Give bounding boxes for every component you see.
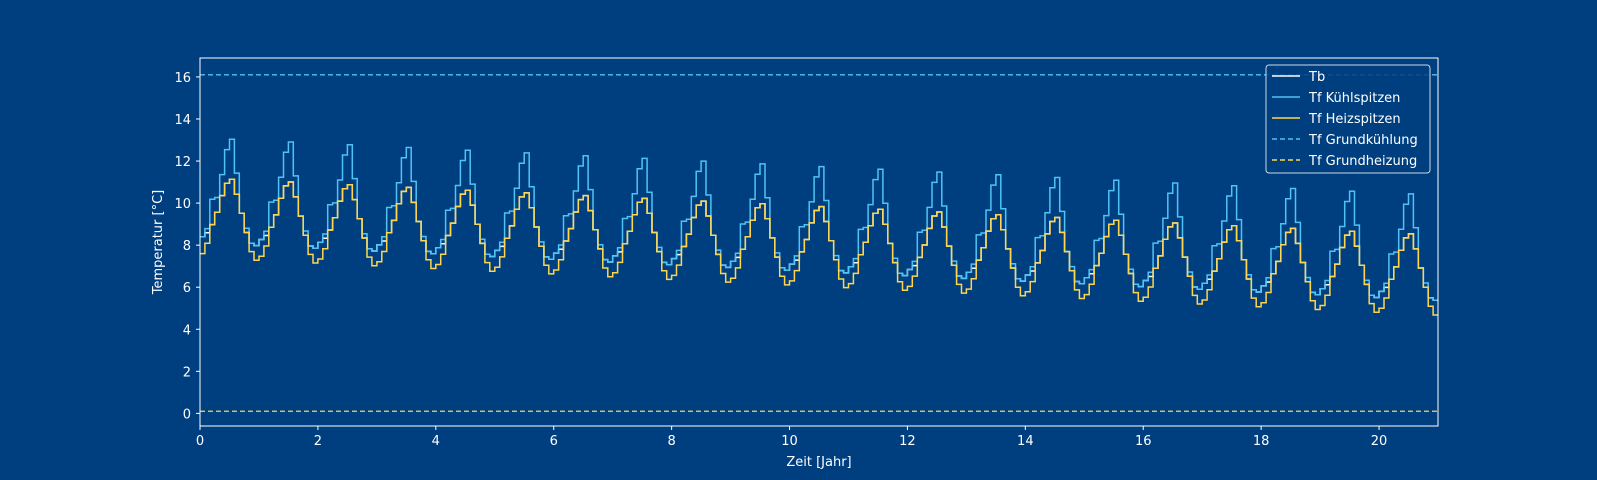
y-tick-label: 8 bbox=[183, 239, 191, 254]
series-layer bbox=[200, 74, 1438, 412]
x-tick-label: 12 bbox=[899, 434, 916, 449]
x-tick-label: 2 bbox=[314, 434, 322, 449]
legend-label: Tb bbox=[1308, 70, 1325, 85]
x-axis-label: Zeit [Jahr] bbox=[786, 455, 851, 470]
x-tick-label: 10 bbox=[781, 434, 798, 449]
plot-frame bbox=[199, 57, 1439, 427]
y-tick-label: 16 bbox=[174, 71, 191, 86]
y-tick-label: 12 bbox=[174, 155, 191, 170]
y-tick-label: 0 bbox=[183, 407, 191, 422]
ticks-layer: 0 2 4 6 8 10 12 14 16 18 20 0 2 4 6 8 10 12 14 16 bbox=[174, 71, 1387, 449]
y-tick-label: 4 bbox=[183, 323, 191, 338]
legend-label: Tf Grundkühlung bbox=[1308, 133, 1418, 148]
legend: Tb Tf Kühlspitzen Tf Heizspitzen Tf Grundkü… bbox=[1265, 64, 1431, 174]
legend-box bbox=[1265, 64, 1431, 174]
y-axis-label: Temperatur [°C] bbox=[151, 190, 166, 296]
y-tick-label: 2 bbox=[183, 365, 191, 380]
legend-label: Tf Grundheizung bbox=[1308, 154, 1417, 169]
x-tick-label: 16 bbox=[1135, 434, 1152, 449]
x-tick-label: 4 bbox=[432, 434, 440, 449]
y-tick-label: 6 bbox=[183, 281, 191, 296]
y-tick-label: 10 bbox=[174, 197, 191, 212]
x-tick-label: 6 bbox=[550, 434, 558, 449]
x-tick-label: 20 bbox=[1371, 434, 1388, 449]
x-tick-label: 14 bbox=[1017, 434, 1034, 449]
legend-label: Tf Kühlspitzen bbox=[1308, 91, 1400, 106]
x-tick-label: 0 bbox=[196, 434, 204, 449]
y-tick-label: 14 bbox=[174, 113, 191, 128]
series-line bbox=[200, 178, 1438, 316]
x-tick-label: 18 bbox=[1253, 434, 1270, 449]
series-line bbox=[200, 178, 1438, 301]
legend-label: Tf Heizspitzen bbox=[1308, 112, 1401, 127]
series-line bbox=[200, 138, 1438, 301]
x-tick-label: 8 bbox=[667, 434, 675, 449]
